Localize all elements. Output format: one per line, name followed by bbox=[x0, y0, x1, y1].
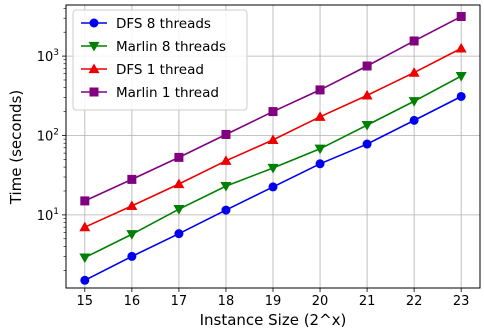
y-tick-exponent: 1 bbox=[53, 207, 59, 217]
data-point bbox=[408, 67, 420, 77]
legend: DFS 8 threads Marlin 8 threads DFS 1 threa… bbox=[72, 9, 248, 111]
data-point bbox=[268, 182, 278, 192]
x-tick-label: 22 bbox=[406, 294, 423, 309]
x-tick-label: 20 bbox=[312, 294, 329, 309]
data-point bbox=[314, 144, 326, 155]
data-point bbox=[173, 178, 185, 189]
x-tick-label: 21 bbox=[359, 294, 376, 309]
y-tick-exponent: 3 bbox=[53, 48, 59, 58]
data-point bbox=[455, 42, 467, 53]
data-point bbox=[361, 89, 373, 100]
x-tick-label: 16 bbox=[124, 294, 141, 309]
data-point bbox=[315, 85, 325, 95]
legend-marker bbox=[88, 41, 100, 52]
data-point bbox=[314, 111, 326, 121]
data-point bbox=[408, 97, 420, 107]
legend-entry: Marlin 1 thread bbox=[81, 85, 219, 101]
data-point bbox=[126, 200, 138, 210]
legend-label: DFS 8 threads bbox=[116, 16, 211, 32]
data-point bbox=[455, 71, 467, 82]
data-point bbox=[174, 152, 184, 162]
legend-entry: DFS 1 thread bbox=[81, 62, 204, 78]
data-point bbox=[127, 174, 137, 184]
legend-box bbox=[72, 9, 248, 111]
x-tick-label: 15 bbox=[77, 294, 94, 309]
data-point bbox=[362, 61, 372, 71]
x-tick-label: 23 bbox=[453, 294, 470, 309]
data-point bbox=[80, 275, 90, 285]
x-tick-label: 17 bbox=[171, 294, 188, 309]
y-tick-base: 10 bbox=[37, 50, 54, 65]
y-tick-label: 101 bbox=[37, 207, 59, 224]
data-series bbox=[79, 12, 467, 285]
x-tick-label: 19 bbox=[265, 294, 282, 309]
legend-label: Marlin 1 thread bbox=[116, 85, 219, 101]
legend-entry: DFS 8 threads bbox=[81, 16, 211, 32]
y-axis-label: Time (seconds) bbox=[7, 90, 25, 206]
data-point bbox=[220, 155, 232, 165]
data-point bbox=[126, 230, 138, 240]
data-point bbox=[267, 134, 279, 145]
data-point bbox=[174, 229, 184, 239]
y-tick-base: 10 bbox=[37, 129, 54, 144]
legend-entry: Marlin 8 threads bbox=[81, 39, 226, 55]
data-point bbox=[456, 91, 466, 101]
data-point bbox=[220, 182, 232, 192]
y-tick-base: 10 bbox=[37, 209, 54, 224]
data-point bbox=[79, 253, 91, 264]
y-tick-label: 102 bbox=[37, 127, 59, 144]
data-point bbox=[221, 205, 231, 215]
data-point bbox=[361, 121, 373, 131]
series-dfs-1-thread bbox=[79, 42, 467, 232]
series-marlin-8-threads bbox=[79, 71, 467, 264]
x-axis-label: Instance Size (2^x) bbox=[200, 311, 347, 329]
data-point bbox=[409, 36, 419, 46]
data-point bbox=[80, 196, 90, 206]
y-tick-label: 103 bbox=[37, 48, 59, 65]
legend-label: DFS 1 thread bbox=[116, 62, 204, 78]
x-tick-label: 18 bbox=[218, 294, 235, 309]
legend-marker bbox=[88, 63, 100, 74]
data-point bbox=[173, 205, 185, 215]
data-point bbox=[267, 163, 279, 174]
legend-marker bbox=[89, 87, 99, 97]
data-point bbox=[79, 221, 91, 232]
y-tick-exponent: 2 bbox=[53, 127, 59, 137]
data-point bbox=[268, 107, 278, 117]
data-point bbox=[315, 159, 325, 169]
legend-label: Marlin 8 threads bbox=[116, 39, 226, 55]
data-point bbox=[409, 115, 419, 125]
data-point bbox=[221, 129, 231, 139]
data-point bbox=[456, 12, 466, 22]
series-marlin-1-thread bbox=[80, 12, 466, 206]
data-point bbox=[127, 251, 137, 261]
series-dfs-8-threads bbox=[80, 91, 466, 285]
legend-marker bbox=[89, 18, 99, 28]
data-point bbox=[362, 139, 372, 149]
